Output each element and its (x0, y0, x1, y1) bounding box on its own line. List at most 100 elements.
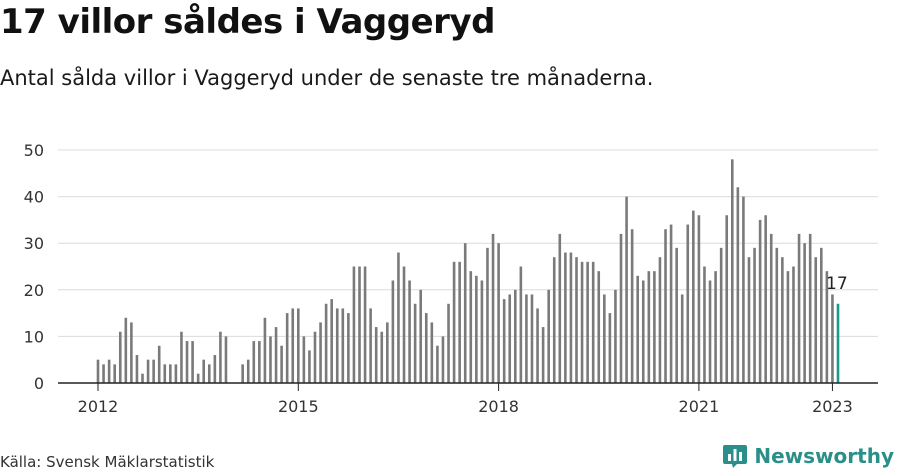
bar (591, 261, 595, 383)
bar (669, 224, 673, 383)
y-tick-label: 20 (24, 281, 44, 300)
page-title: 17 villor såldes i Vaggeryd (0, 2, 495, 42)
bar (141, 373, 144, 383)
bar (836, 303, 840, 383)
bar (452, 261, 456, 383)
bar (558, 233, 562, 383)
y-tick-label: 30 (24, 234, 44, 253)
bar (424, 313, 428, 383)
bar (513, 289, 517, 383)
bar (291, 308, 295, 383)
bar (169, 364, 172, 383)
bar (552, 257, 556, 383)
bar (714, 271, 717, 383)
bar (308, 350, 311, 383)
bar (458, 261, 461, 383)
bar (781, 257, 784, 383)
bar (441, 336, 445, 383)
page-subtitle: Antal sålda villor i Vaggeryd under de s… (0, 66, 654, 90)
x-tick-label: 2012 (78, 397, 119, 416)
bar (792, 266, 795, 383)
bar (580, 261, 584, 383)
bar (408, 280, 411, 383)
bar (641, 280, 645, 383)
bar (653, 271, 656, 383)
bar (207, 364, 211, 383)
bar (769, 233, 773, 383)
bar (397, 252, 400, 383)
bar (786, 271, 790, 383)
bar (436, 345, 439, 383)
bar (185, 341, 189, 383)
bar (118, 331, 122, 383)
bar (725, 215, 729, 383)
bar (363, 266, 367, 383)
bar (302, 336, 306, 383)
x-tick-label: 2021 (679, 397, 720, 416)
bar (107, 359, 111, 383)
chart-gridlines (58, 149, 878, 337)
bar (491, 233, 495, 383)
bar (636, 275, 639, 383)
bar (341, 308, 345, 383)
bar (803, 243, 806, 383)
bar (413, 303, 417, 383)
bar (497, 243, 500, 383)
bar (536, 308, 539, 383)
brand-logo[interactable]: Newsworthy (722, 441, 894, 471)
bar (680, 294, 684, 383)
y-axis: 0 10 20 30 40 50 (24, 141, 44, 393)
chart-bars (96, 159, 840, 383)
bar (742, 196, 745, 383)
bar (157, 345, 161, 383)
bar (519, 266, 523, 383)
bar (113, 364, 116, 383)
bar (152, 359, 155, 383)
bar (530, 294, 534, 383)
bar (658, 257, 662, 383)
bar (575, 257, 578, 383)
bar (224, 336, 228, 383)
bar (146, 359, 150, 383)
bar (124, 317, 128, 383)
bar (196, 373, 200, 383)
y-tick-label: 0 (34, 374, 44, 393)
bar (135, 355, 139, 383)
bar (246, 359, 250, 383)
x-tick-label: 2018 (478, 397, 519, 416)
bar (358, 266, 361, 383)
bar (820, 247, 823, 383)
bar (219, 331, 222, 383)
bar-chart-logo-icon (723, 445, 748, 468)
bar (608, 313, 612, 383)
bar (319, 322, 322, 383)
bar (831, 294, 834, 383)
bar (703, 266, 706, 383)
bar (630, 229, 634, 383)
bar (380, 331, 384, 383)
bar (508, 294, 512, 383)
bar (675, 247, 678, 383)
bar (569, 252, 573, 383)
bar (369, 308, 372, 383)
bar (258, 341, 261, 383)
chart-annotations: 17 (826, 274, 848, 294)
bar (586, 261, 589, 383)
bar (463, 243, 467, 383)
bar (419, 289, 423, 383)
bar (213, 355, 217, 383)
bar (180, 331, 183, 383)
bar (758, 219, 762, 383)
bar (736, 187, 740, 383)
bar (330, 299, 333, 383)
bar (297, 308, 300, 383)
bar (263, 317, 267, 383)
bar (708, 280, 712, 383)
y-tick-label: 10 (24, 327, 44, 346)
bar (625, 196, 628, 383)
bar (430, 322, 434, 383)
bar (603, 294, 606, 383)
bar (252, 341, 256, 383)
source-note: Källa: Svensk Mäklarstatistik (0, 453, 215, 471)
bar (352, 266, 356, 383)
